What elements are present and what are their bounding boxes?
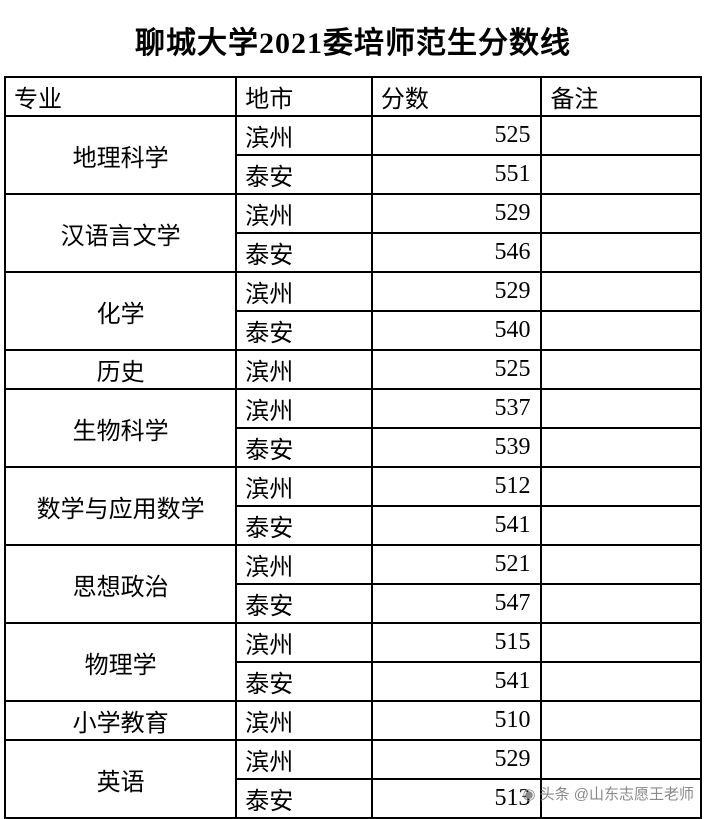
cell-note: [541, 584, 701, 623]
cell-note: [541, 545, 701, 584]
cell-city: 滨州: [236, 389, 372, 428]
table-row: 英语滨州529: [5, 740, 701, 779]
watermark: ◉头条 @山东志愿王老师: [523, 783, 695, 804]
watermark-text: 头条 @山东志愿王老师: [540, 786, 694, 803]
cell-major: 历史: [5, 350, 236, 389]
cell-note: [541, 194, 701, 233]
cell-score: 547: [372, 584, 542, 623]
cell-city: 滨州: [236, 701, 372, 740]
cell-note: [541, 467, 701, 506]
page-title: 聊城大学2021委培师范生分数线: [0, 0, 706, 76]
cell-note: [541, 311, 701, 350]
score-table: 专业 地市 分数 备注 地理科学滨州525泰安551汉语言文学滨州529泰安54…: [4, 76, 702, 819]
cell-city: 泰安: [236, 584, 372, 623]
cell-score: 540: [372, 311, 542, 350]
cell-score: 529: [372, 272, 542, 311]
table-row: 化学滨州529: [5, 272, 701, 311]
cell-score: 551: [372, 155, 542, 194]
cell-score: 539: [372, 428, 542, 467]
cell-city: 滨州: [236, 740, 372, 779]
table-row: 历史滨州525: [5, 350, 701, 389]
cell-city: 泰安: [236, 155, 372, 194]
cell-score: 546: [372, 233, 542, 272]
cell-note: [541, 350, 701, 389]
header-score: 分数: [372, 77, 542, 116]
cell-city: 泰安: [236, 662, 372, 701]
cell-city: 泰安: [236, 428, 372, 467]
cell-score: 513: [372, 779, 542, 818]
cell-note: [541, 740, 701, 779]
watermark-icon: ◉: [523, 785, 536, 803]
table-row: 生物科学滨州537: [5, 389, 701, 428]
cell-score: 529: [372, 194, 542, 233]
cell-note: [541, 662, 701, 701]
table-row: 汉语言文学滨州529: [5, 194, 701, 233]
cell-note: [541, 389, 701, 428]
cell-note: [541, 428, 701, 467]
cell-city: 滨州: [236, 350, 372, 389]
cell-city: 泰安: [236, 506, 372, 545]
cell-city: 滨州: [236, 545, 372, 584]
cell-major: 生物科学: [5, 389, 236, 467]
cell-score: 512: [372, 467, 542, 506]
cell-note: [541, 233, 701, 272]
cell-score: 541: [372, 662, 542, 701]
cell-city: 滨州: [236, 194, 372, 233]
cell-major: 化学: [5, 272, 236, 350]
cell-major: 思想政治: [5, 545, 236, 623]
cell-city: 泰安: [236, 779, 372, 818]
cell-city: 滨州: [236, 116, 372, 155]
cell-note: [541, 701, 701, 740]
cell-major: 地理科学: [5, 116, 236, 194]
cell-note: [541, 506, 701, 545]
table-row: 物理学滨州515: [5, 623, 701, 662]
cell-major: 汉语言文学: [5, 194, 236, 272]
cell-city: 滨州: [236, 623, 372, 662]
cell-score: 510: [372, 701, 542, 740]
cell-city: 滨州: [236, 467, 372, 506]
cell-score: 541: [372, 506, 542, 545]
cell-score: 521: [372, 545, 542, 584]
cell-note: [541, 623, 701, 662]
cell-major: 英语: [5, 740, 236, 818]
cell-city: 泰安: [236, 233, 372, 272]
cell-city: 滨州: [236, 272, 372, 311]
cell-score: 529: [372, 740, 542, 779]
cell-note: [541, 116, 701, 155]
cell-score: 537: [372, 389, 542, 428]
cell-score: 525: [372, 350, 542, 389]
cell-major: 数学与应用数学: [5, 467, 236, 545]
table-row: 思想政治滨州521: [5, 545, 701, 584]
header-note: 备注: [541, 77, 701, 116]
cell-major: 物理学: [5, 623, 236, 701]
cell-major: 小学教育: [5, 701, 236, 740]
cell-score: 525: [372, 116, 542, 155]
table-row: 数学与应用数学滨州512: [5, 467, 701, 506]
header-major: 专业: [5, 77, 236, 116]
cell-note: [541, 155, 701, 194]
table-row: 地理科学滨州525: [5, 116, 701, 155]
cell-city: 泰安: [236, 311, 372, 350]
table-header-row: 专业 地市 分数 备注: [5, 77, 701, 116]
header-city: 地市: [236, 77, 372, 116]
table-row: 小学教育滨州510: [5, 701, 701, 740]
cell-note: [541, 272, 701, 311]
cell-score: 515: [372, 623, 542, 662]
